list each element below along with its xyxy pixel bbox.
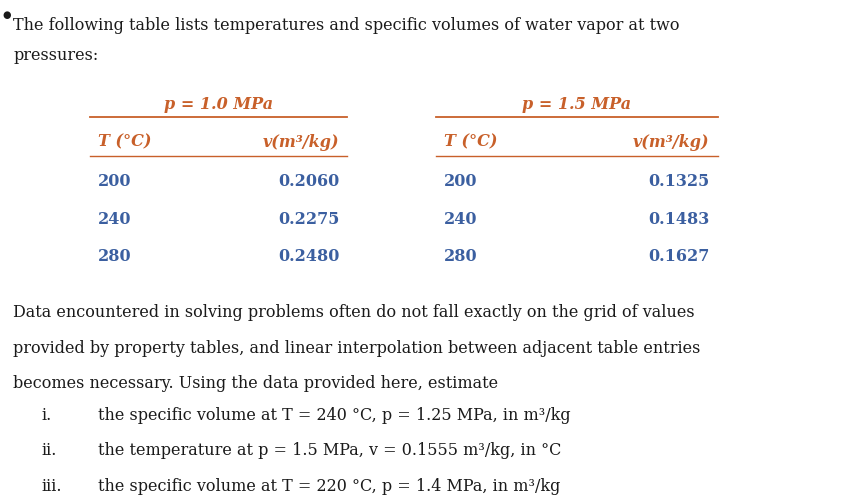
Text: 240: 240	[444, 211, 477, 228]
Text: 0.1325: 0.1325	[649, 174, 710, 190]
Text: 0.1483: 0.1483	[649, 211, 710, 228]
Text: iii.: iii.	[42, 478, 62, 495]
Text: provided by property tables, and linear interpolation between adjacent table ent: provided by property tables, and linear …	[14, 340, 700, 357]
Text: the temperature at p = 1.5 MPa, v = 0.1555 m³/kg, in °C: the temperature at p = 1.5 MPa, v = 0.15…	[98, 442, 561, 459]
Text: 0.2480: 0.2480	[278, 248, 340, 265]
Text: 0.2060: 0.2060	[278, 174, 340, 190]
Text: Data encountered in solving problems often do not fall exactly on the grid of va: Data encountered in solving problems oft…	[14, 305, 695, 321]
Text: pressures:: pressures:	[14, 47, 98, 64]
Text: the specific volume at T = 240 °C, p = 1.25 MPa, in m³/kg: the specific volume at T = 240 °C, p = 1…	[98, 407, 571, 425]
Text: 200: 200	[444, 174, 477, 190]
Text: ii.: ii.	[42, 442, 57, 459]
Text: The following table lists temperatures and specific volumes of water vapor at tw: The following table lists temperatures a…	[14, 17, 680, 34]
Text: v(m³/kg): v(m³/kg)	[633, 134, 710, 151]
Text: T (°C): T (°C)	[98, 134, 151, 151]
Text: p = 1.0 MPa: p = 1.0 MPa	[164, 96, 273, 113]
Text: becomes necessary. Using the data provided here, estimate: becomes necessary. Using the data provid…	[14, 374, 498, 392]
Text: v(m³/kg): v(m³/kg)	[263, 134, 340, 151]
Text: 240: 240	[98, 211, 132, 228]
Text: i.: i.	[42, 407, 52, 425]
Text: the specific volume at T = 220 °C, p = 1.4 MPa, in m³/kg: the specific volume at T = 220 °C, p = 1…	[98, 478, 560, 495]
Text: 280: 280	[444, 248, 478, 265]
Text: 280: 280	[98, 248, 132, 265]
Text: T (°C): T (°C)	[444, 134, 498, 151]
Text: 200: 200	[98, 174, 132, 190]
Text: ●: ●	[3, 10, 11, 20]
Text: 0.1627: 0.1627	[649, 248, 710, 265]
Text: p = 1.5 MPa: p = 1.5 MPa	[522, 96, 632, 113]
Text: 0.2275: 0.2275	[278, 211, 340, 228]
